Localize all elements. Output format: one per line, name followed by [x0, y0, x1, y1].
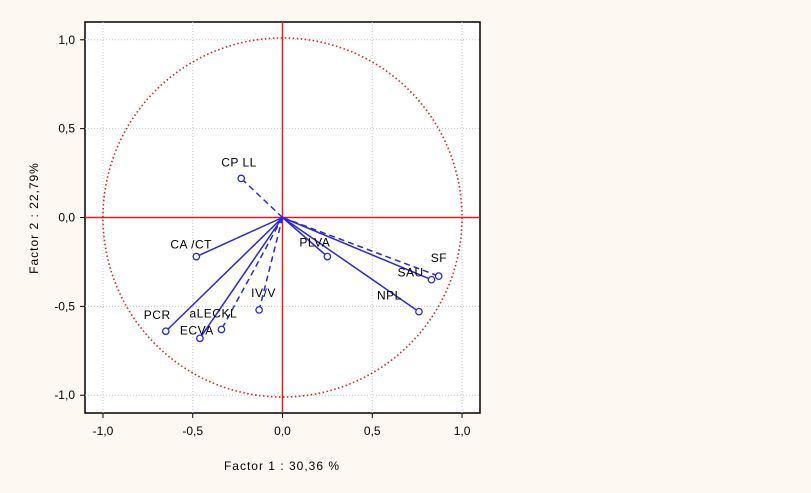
x-tick-label: -1,0 [93, 424, 114, 438]
vector-point [161, 327, 170, 336]
vector-line [199, 217, 284, 339]
vector-line [282, 216, 328, 258]
vector-label: SAU [398, 266, 424, 280]
vector-point [217, 325, 226, 334]
x-tick-label: 1,0 [454, 424, 471, 438]
vector-point [237, 174, 246, 183]
vector-point [434, 272, 443, 280]
vector-label: SF [431, 251, 447, 265]
y-tick-label: -1,0 [54, 388, 75, 402]
vector-label: ECVA [180, 323, 214, 337]
x-tick-label: 0,0 [274, 424, 291, 438]
vector-label: IV/V [251, 286, 276, 300]
y-axis-ticks: 1,0 0,5 0,0 -0,5 -1,0 [54, 33, 85, 402]
y-tick-label: -0,5 [54, 299, 75, 313]
vector-label: CP LL [221, 155, 257, 169]
vector-point [196, 334, 204, 343]
vector-label: PLVA [299, 236, 330, 250]
vector-label: PCR [144, 308, 171, 322]
x-axis-label: Factor 1 : 30,36 % [224, 459, 340, 473]
vector-point [427, 275, 436, 284]
vectors [161, 174, 443, 343]
y-axis-label: Factor 2 : 22,79% [27, 162, 41, 274]
vector-labels: CP LL CA /CT PCR ECVA aLECKL IV/V PLVA SF SAU NPL [144, 155, 447, 337]
vector-line [282, 216, 439, 277]
vector-line [196, 216, 283, 258]
vector-line [220, 217, 284, 330]
y-tick-label: 0,5 [58, 122, 75, 136]
vector-point [192, 252, 201, 261]
vector-label: CA /CT [170, 238, 212, 252]
x-axis-ticks: -1,0 -0,5 0,0 0,5 1,0 [93, 413, 471, 438]
vector-line [258, 217, 284, 311]
vector-label: aLECKL [189, 306, 237, 320]
vector-point [415, 307, 423, 316]
vector-point [255, 306, 264, 314]
vector-line [165, 216, 284, 332]
y-tick-label: 1,0 [58, 33, 75, 47]
vector-line [282, 216, 432, 281]
x-tick-label: 0,5 [364, 424, 381, 438]
y-tick-label: 0,0 [58, 211, 75, 225]
x-tick-label: -0,5 [182, 424, 203, 438]
vector-line [282, 216, 420, 313]
vector-label: NPL [377, 289, 402, 303]
vector-point [323, 252, 332, 261]
